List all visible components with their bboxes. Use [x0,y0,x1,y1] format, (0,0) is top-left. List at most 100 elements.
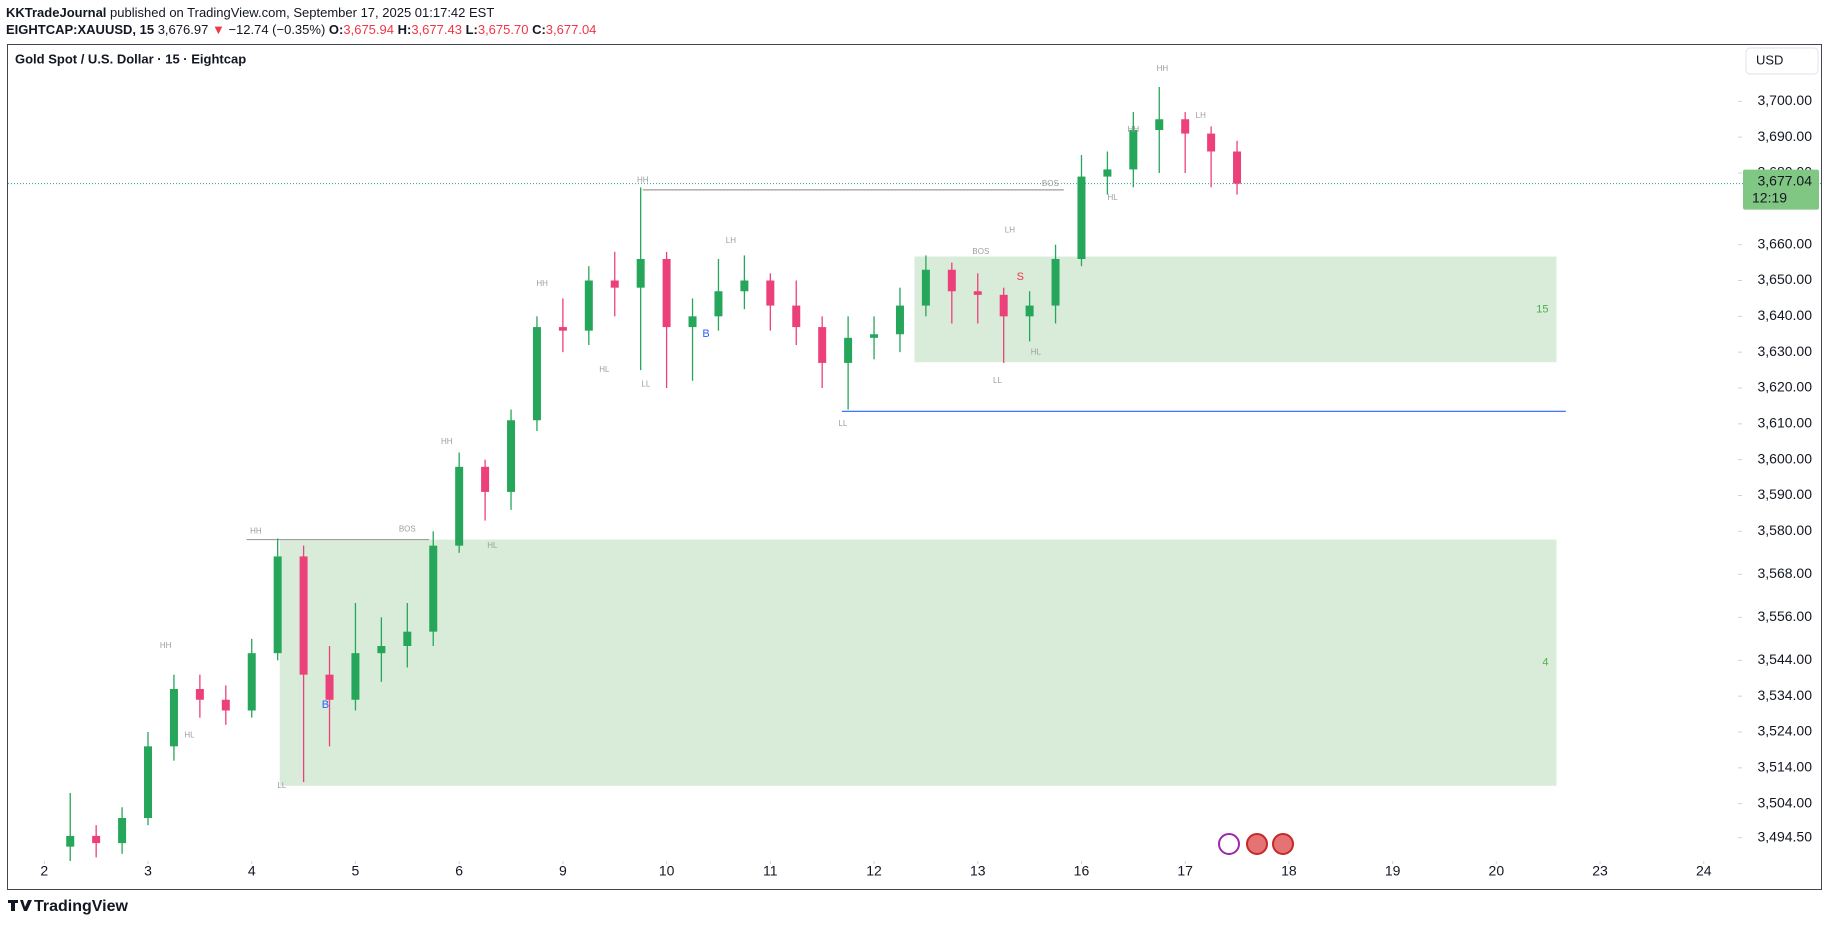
x-tick-label: 13 [970,863,986,879]
candle-body [818,327,827,363]
candle-body [1181,119,1190,134]
y-tick-label: 3,690.00 [1758,128,1813,144]
y-tick-label: 3,544.00 [1758,651,1813,667]
annotation: B [322,699,329,711]
candle-body [1025,305,1034,317]
x-tick-label: 4 [248,863,256,879]
event-icons [1218,833,1294,855]
candle-body [740,280,749,292]
annotation: LH [1005,225,1015,234]
candle-body [195,689,204,700]
ohlc-key: O: [328,22,344,37]
y-tick-label: 3,640.00 [1758,307,1813,323]
frame [7,44,1822,890]
x-tick-label: 12 [866,863,882,879]
annotation: BOS [1042,179,1059,188]
candle-body [688,316,697,328]
candle-body [507,420,516,492]
annotation: LL [641,380,650,389]
y-tick-label: 3,524.00 [1758,723,1813,739]
candle-body [66,835,75,847]
candle-body [921,269,930,306]
plot: 4 15 BOS BOS BOS B B S HH HH HH HH HH HH HH LH LH LH HL HL H… [8,64,1822,861]
last: 3,676.97 [157,22,209,37]
candle-body [895,305,904,335]
annotation: LL [838,419,847,428]
candle-body [870,334,879,338]
y-tick-label: 3,556.00 [1758,608,1813,624]
y-tick-label: 3,660.00 [1758,235,1813,251]
candle-body [92,835,101,844]
y-tick-label: 3,580.00 [1758,522,1813,538]
candle-body [999,294,1008,317]
x-tick-label: 17 [1177,863,1193,879]
annotation: S [1017,271,1024,283]
zone [914,256,1557,363]
annotation: LH [1196,111,1206,120]
icon [1272,833,1294,855]
candle-body [636,259,645,288]
annotation: BOS [399,525,416,534]
candle-body [351,653,360,700]
x-tick-label: 18 [1281,863,1297,879]
ohlc-value: 3,677.43 [411,22,462,37]
symbol: EIGHTCAP:XAUUSD, 15 [6,22,155,37]
x-tick-label: 5 [352,863,360,879]
zone-label: 4 [1542,657,1548,669]
price-badge [1743,169,1819,210]
candle-body [532,327,541,421]
candle-body [1155,119,1164,130]
candle-body [973,291,982,295]
candle-body [844,337,853,363]
x-tick-label: 24 [1696,863,1712,879]
logo-mark [8,900,32,911]
x-tick-label: 19 [1385,863,1401,879]
candle-body [1077,176,1086,259]
candle-body [1103,169,1112,177]
y-tick-label: 3,494.50 [1758,828,1813,844]
currency: USD [1756,52,1783,67]
annotation: HH [441,437,453,446]
y-tick-label: 3,620.00 [1758,379,1813,395]
y-tick-label: 3,568.00 [1758,565,1813,581]
ohlc-value: 3,677.04 [545,22,597,37]
candle-body [169,689,178,747]
footer: TradingView [34,898,129,915]
price-badge-label: 3,677.04 [1758,172,1813,188]
candle-body [221,699,230,711]
y-tick-label: 3,534.00 [1758,687,1813,703]
quote-line: EIGHTCAP:XAUUSD, 15 3,676.97 ▼ −12.74 (−… [6,21,596,38]
y-tick-label: 3,504.00 [1758,794,1813,810]
published: published on TradingView.com, September … [110,5,495,20]
ohlc-value: 3,675.70 [477,22,529,37]
candle-body [144,746,153,818]
candle-body [118,818,127,844]
y-tick-label: 3,630.00 [1758,343,1813,359]
candle-body [247,653,256,711]
candle-body [766,280,775,306]
zone [279,539,1557,786]
annotation: HL [1031,347,1042,356]
arrow: ▼ [211,22,225,37]
candle-body [377,646,386,654]
ohlc: O:3,675.94 H:3,677.43 L:3,675.70 C:3,677… [329,22,596,37]
annotation: LL [277,781,286,790]
candle-body [299,556,308,675]
candle-body [455,466,464,546]
zone-label: 15 [1536,303,1548,315]
candle-body [273,556,282,654]
x-tick-label: 20 [1489,863,1505,879]
annotation: HH [250,526,262,535]
y-tick-label: 3,590.00 [1758,486,1813,502]
annotation: HH [1157,64,1169,73]
candle-body [947,269,956,292]
candle-body [1207,133,1216,152]
annotation: B [702,328,709,340]
candle-body [325,674,334,700]
candle-body [481,466,490,492]
candle-body [714,291,723,317]
x-tick-label: 23 [1592,863,1608,879]
annotation: HH [536,279,548,288]
x-tick-label: 16 [1074,863,1090,879]
